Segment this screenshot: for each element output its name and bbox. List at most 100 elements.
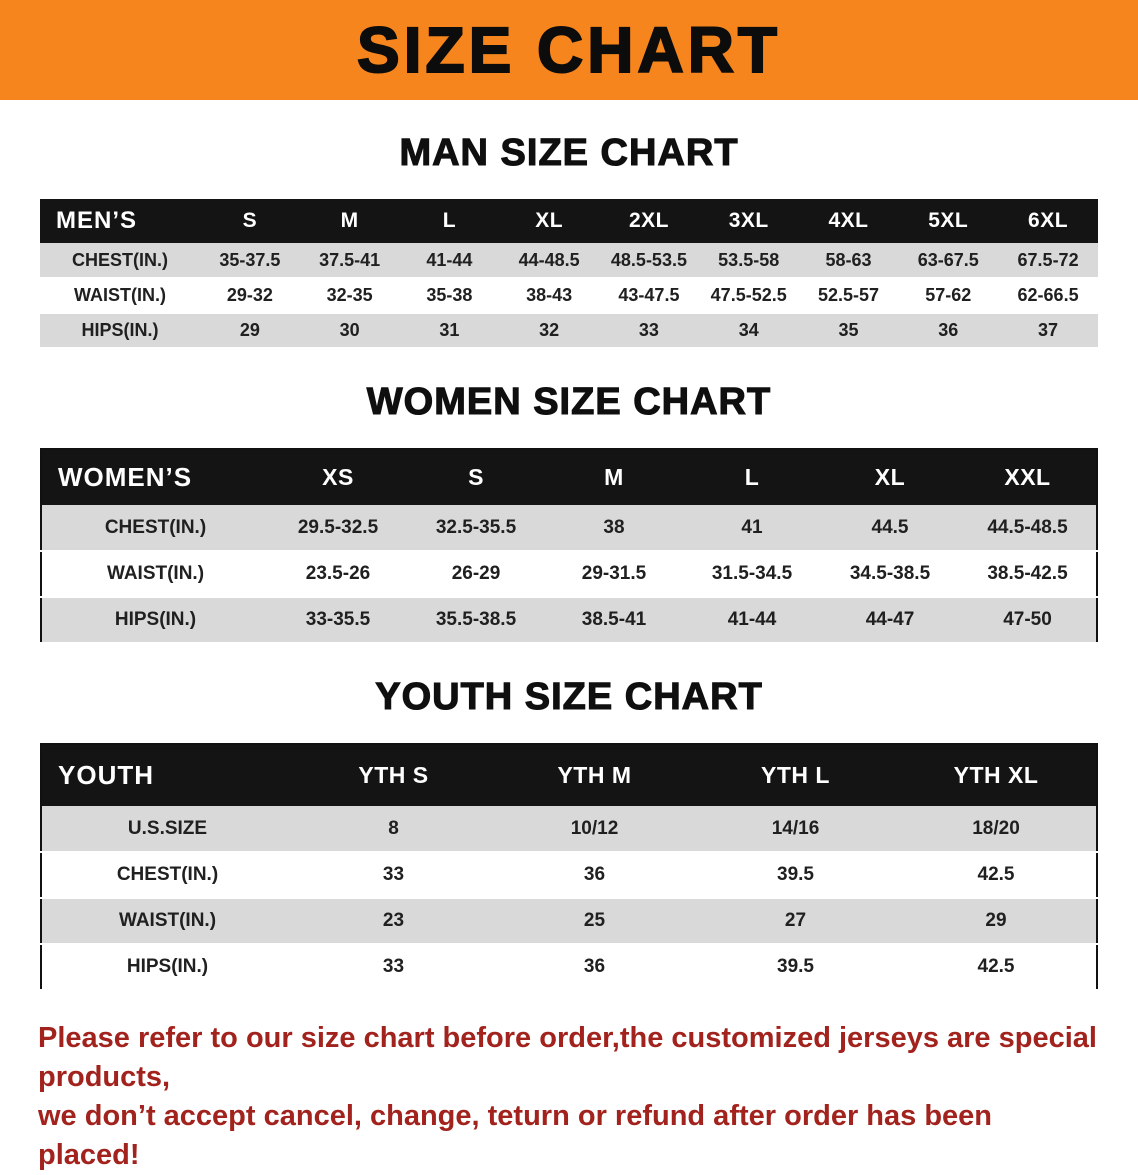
men-corner-label: MEN’S — [40, 199, 200, 243]
table-row: HIPS(IN.) 33-35.5 35.5-38.5 38.5-41 41-4… — [41, 597, 1097, 644]
table-row: U.S.SIZE 8 10/12 14/16 18/20 — [41, 806, 1097, 853]
cell: 31.5-34.5 — [683, 551, 821, 598]
row-label: HIPS(IN.) — [41, 944, 293, 991]
cell: 63-67.5 — [898, 243, 999, 279]
table-row: CHEST(IN.) 29.5-32.5 32.5-35.5 38 41 44.… — [41, 505, 1097, 552]
youth-size-section: YOUTH SIZE CHART YOUTH YTH S YTH M YTH L… — [0, 675, 1138, 991]
cell: 44-48.5 — [499, 243, 600, 279]
cell: 35-38 — [399, 278, 500, 314]
disclaimer-line-1: Please refer to our size chart before or… — [38, 1022, 1097, 1093]
size-col-header: XXL — [959, 449, 1097, 505]
cell: 30 — [299, 313, 400, 349]
cell: 27 — [695, 898, 896, 945]
youth-header-row: YOUTH YTH S YTH M YTH L YTH XL — [41, 744, 1097, 806]
cell: 42.5 — [896, 852, 1097, 899]
cell: 41-44 — [683, 597, 821, 644]
cell: 42.5 — [896, 944, 1097, 991]
cell: 32-35 — [299, 278, 400, 314]
cell: 39.5 — [695, 852, 896, 899]
table-row: CHEST(IN.) 33 36 39.5 42.5 — [41, 852, 1097, 899]
row-label: CHEST(IN.) — [40, 243, 200, 279]
row-label: WAIST(IN.) — [41, 551, 269, 598]
cell: 29-32 — [200, 278, 300, 314]
cell: 31 — [399, 313, 500, 349]
cell: 34 — [698, 313, 799, 349]
cell: 38.5-41 — [545, 597, 683, 644]
cell: 37 — [998, 313, 1098, 349]
cell: 33-35.5 — [269, 597, 407, 644]
row-label: WAIST(IN.) — [40, 278, 200, 314]
size-col-header: YTH M — [494, 744, 695, 806]
table-row: HIPS(IN.) 33 36 39.5 42.5 — [41, 944, 1097, 991]
size-col-header: 5XL — [898, 199, 999, 243]
cell: 18/20 — [896, 806, 1097, 853]
cell: 67.5-72 — [998, 243, 1098, 279]
cell: 36 — [898, 313, 999, 349]
cell: 10/12 — [494, 806, 695, 853]
table-row: WAIST(IN.) 23.5-26 26-29 29-31.5 31.5-34… — [41, 551, 1097, 598]
size-col-header: L — [683, 449, 821, 505]
youth-corner-label: YOUTH — [41, 744, 293, 806]
cell: 14/16 — [695, 806, 896, 853]
page-title: SIZE CHART — [356, 13, 781, 87]
cell: 44.5 — [821, 505, 959, 552]
table-row: WAIST(IN.) 23 25 27 29 — [41, 898, 1097, 945]
cell: 47.5-52.5 — [698, 278, 799, 314]
size-col-header: YTH XL — [896, 744, 1097, 806]
cell: 36 — [494, 944, 695, 991]
cell: 23.5-26 — [269, 551, 407, 598]
table-row: WAIST(IN.) 29-32 32-35 35-38 38-43 43-47… — [40, 278, 1098, 314]
cell: 33 — [293, 852, 494, 899]
cell: 33 — [599, 313, 699, 349]
cell: 47-50 — [959, 597, 1097, 644]
cell: 58-63 — [798, 243, 899, 279]
cell: 32 — [499, 313, 600, 349]
cell: 41-44 — [399, 243, 500, 279]
cell: 37.5-41 — [299, 243, 400, 279]
size-col-header: YTH S — [293, 744, 494, 806]
size-col-header: M — [299, 199, 400, 243]
size-col-header: XL — [821, 449, 959, 505]
table-row: CHEST(IN.) 35-37.5 37.5-41 41-44 44-48.5… — [40, 243, 1098, 279]
cell: 38 — [545, 505, 683, 552]
cell: 44-47 — [821, 597, 959, 644]
size-col-header: 6XL — [998, 199, 1098, 243]
size-col-header: 2XL — [599, 199, 699, 243]
cell: 29 — [200, 313, 300, 349]
row-label: HIPS(IN.) — [41, 597, 269, 644]
women-size-chart-heading: WOMEN SIZE CHART — [366, 380, 772, 423]
size-col-header: XS — [269, 449, 407, 505]
table-row: HIPS(IN.) 29 30 31 32 33 34 35 36 37 — [40, 313, 1098, 349]
women-header-row: WOMEN’S XS S M L XL XXL — [41, 449, 1097, 505]
men-size-section: MAN SIZE CHART MEN’S S M L XL 2XL 3XL 4X… — [0, 131, 1138, 349]
youth-size-chart-heading: YOUTH SIZE CHART — [375, 675, 763, 718]
cell: 25 — [494, 898, 695, 945]
cell: 34.5-38.5 — [821, 551, 959, 598]
row-label: HIPS(IN.) — [40, 313, 200, 349]
size-col-header: XL — [499, 199, 600, 243]
cell: 8 — [293, 806, 494, 853]
disclaimer-text: Please refer to our size chart before or… — [38, 1019, 1100, 1175]
size-col-header: L — [399, 199, 500, 243]
size-col-header: YTH L — [695, 744, 896, 806]
cell: 52.5-57 — [798, 278, 899, 314]
cell: 35 — [798, 313, 899, 349]
cell: 26-29 — [407, 551, 545, 598]
cell: 29 — [896, 898, 1097, 945]
men-header-row: MEN’S S M L XL 2XL 3XL 4XL 5XL 6XL — [40, 199, 1098, 243]
men-size-chart-heading: MAN SIZE CHART — [399, 131, 739, 174]
cell: 38.5-42.5 — [959, 551, 1097, 598]
cell: 48.5-53.5 — [599, 243, 699, 279]
men-size-table: MEN’S S M L XL 2XL 3XL 4XL 5XL 6XL CHEST… — [40, 199, 1098, 349]
cell: 29-31.5 — [545, 551, 683, 598]
row-label: WAIST(IN.) — [41, 898, 293, 945]
disclaimer-line-2: we don’t accept cancel, change, teturn o… — [38, 1100, 992, 1171]
women-size-section: WOMEN SIZE CHART WOMEN’S XS S M L XL XXL… — [0, 380, 1138, 644]
women-corner-label: WOMEN’S — [41, 449, 269, 505]
youth-size-table: YOUTH YTH S YTH M YTH L YTH XL U.S.SIZE … — [40, 743, 1098, 991]
banner: SIZE CHART — [0, 0, 1138, 100]
size-col-header: S — [407, 449, 545, 505]
cell: 43-47.5 — [599, 278, 699, 314]
row-label: CHEST(IN.) — [41, 852, 293, 899]
